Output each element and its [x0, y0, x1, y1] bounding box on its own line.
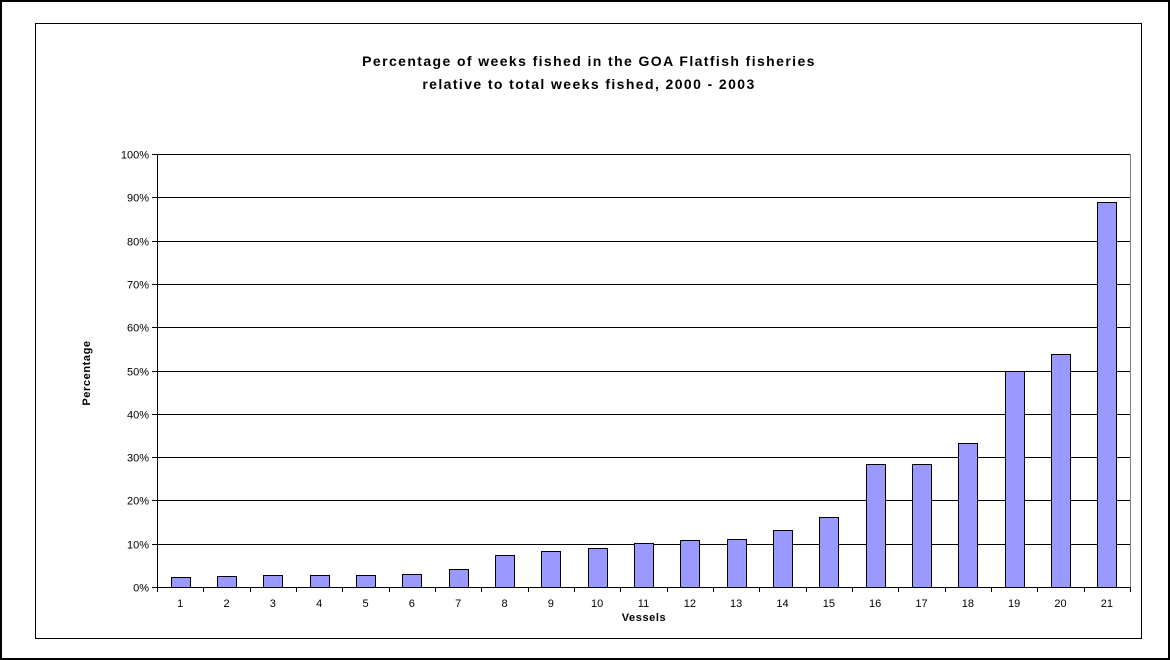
y-tick-label: 90% — [127, 193, 149, 205]
bar-vessel-14 — [773, 530, 793, 588]
y-tick-label: 80% — [127, 237, 149, 249]
y-tick-label: 50% — [127, 367, 149, 379]
bar-vessel-11 — [634, 543, 654, 588]
gridlines — [157, 154, 1130, 545]
bar-vessel-20 — [1051, 354, 1071, 588]
x-tick-label: 5 — [362, 598, 368, 610]
y-tick-label: 20% — [127, 496, 149, 508]
bar-vessel-13 — [727, 539, 747, 588]
y-tick-labels: 0% 10% 20% 30% 40% 50% 60% 70% 80% 90% 100% — [121, 150, 149, 595]
x-tick-label: 19 — [1008, 598, 1020, 610]
x-tick-label: 12 — [684, 598, 696, 610]
chart-title: Percentage of weeks fished in the GOA Fl… — [362, 53, 816, 92]
x-tick-label: 4 — [316, 598, 322, 610]
bar-vessel-21 — [1097, 202, 1117, 588]
chart-svg: Percentage of weeks fished in the GOA Fl… — [81, 53, 1131, 624]
y-axis-title: Percentage — [81, 340, 93, 405]
bars — [171, 202, 1117, 588]
y-tick-label: 30% — [127, 453, 149, 465]
y-tick-label: 40% — [127, 410, 149, 422]
x-tick-label: 7 — [455, 598, 461, 610]
bar-vessel-10 — [588, 548, 608, 588]
bar-vessel-9 — [541, 551, 561, 588]
bar-vessel-1 — [171, 577, 191, 588]
bar-vessel-18 — [958, 443, 978, 588]
x-tick-labels: 1 2 3 4 5 6 7 8 9 10 11 12 13 14 15 16 17 18 19 20 21 — [177, 598, 1113, 610]
bar-vessel-8 — [495, 555, 515, 588]
x-tick-label: 1 — [177, 598, 183, 610]
x-tick-label: 9 — [548, 598, 554, 610]
x-tick-label: 14 — [776, 598, 788, 610]
x-tick-label: 21 — [1101, 598, 1113, 610]
bar-vessel-6 — [402, 574, 422, 588]
bar-vessel-4 — [310, 575, 330, 588]
bar-vessel-3 — [263, 575, 283, 588]
x-tick-label: 17 — [915, 598, 927, 610]
x-tick-label: 15 — [823, 598, 835, 610]
x-tick-label: 20 — [1054, 598, 1066, 610]
chart-area: Percentage of weeks fished in the GOA Fl… — [35, 23, 1142, 639]
x-tick-label: 16 — [869, 598, 881, 610]
x-tick-label: 6 — [409, 598, 415, 610]
bar-vessel-2 — [217, 576, 237, 588]
x-tick-label: 2 — [223, 598, 229, 610]
y-tick-label: 0% — [133, 583, 149, 595]
bar-vessel-19 — [1005, 371, 1025, 588]
y-tick-label: 60% — [127, 323, 149, 335]
y-tick-label: 70% — [127, 280, 149, 292]
x-tick-label: 3 — [270, 598, 276, 610]
chart-title-line-1: Percentage of weeks fished in the GOA Fl… — [362, 53, 816, 69]
x-tick-label: 11 — [638, 598, 649, 610]
x-tick-label: 13 — [730, 598, 742, 610]
y-tick-label: 100% — [121, 150, 149, 162]
x-tick-label: 8 — [501, 598, 507, 610]
x-tick-label: 10 — [591, 598, 603, 610]
bar-vessel-16 — [866, 464, 886, 588]
y-tick-label: 10% — [127, 540, 149, 552]
chart-title-line-2: relative to total weeks fished, 2000 - 2… — [422, 76, 755, 92]
bar-vessel-7 — [449, 569, 469, 588]
bar-vessel-5 — [356, 575, 376, 588]
bar-vessel-15 — [819, 517, 839, 588]
x-tick-label: 18 — [962, 598, 974, 610]
bar-vessel-12 — [680, 540, 700, 588]
axes — [152, 154, 1131, 592]
x-axis-title: Vessels — [622, 612, 667, 624]
bar-vessel-17 — [912, 464, 932, 588]
